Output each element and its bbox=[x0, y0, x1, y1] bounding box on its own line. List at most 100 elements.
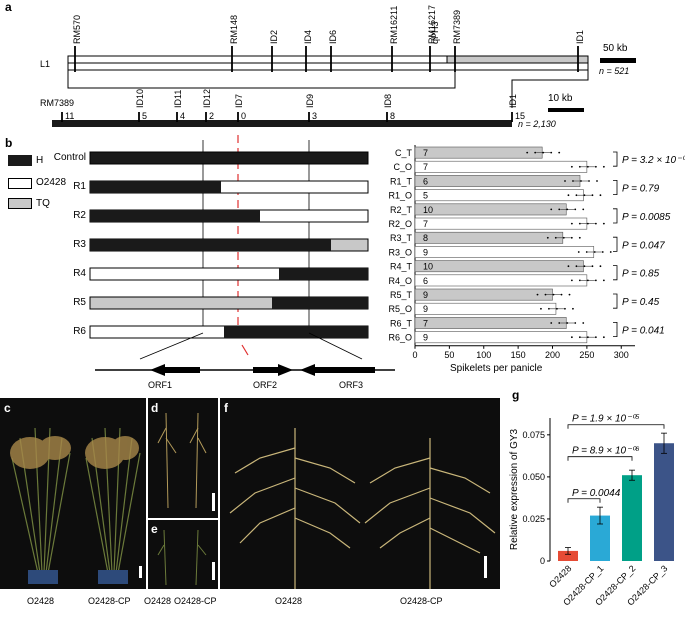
p-value-label: P = 1.9 × 10⁻⁰⁵ bbox=[572, 414, 640, 425]
data-point bbox=[568, 293, 571, 296]
category-label: R5_T bbox=[390, 290, 413, 300]
data-point bbox=[599, 265, 602, 268]
map1-marker-label: ID4 bbox=[303, 29, 313, 44]
n-label: 9 bbox=[423, 304, 428, 314]
data-point bbox=[558, 208, 561, 211]
orf2-arrow bbox=[253, 364, 293, 376]
zoom-connector-left bbox=[67, 70, 456, 89]
data-point bbox=[566, 322, 569, 324]
legend-swatch-tq bbox=[8, 198, 32, 209]
map2-marker-label: ID12 bbox=[202, 88, 212, 108]
data-point bbox=[570, 279, 573, 282]
x-tick-label: 100 bbox=[476, 350, 491, 360]
map2-recombinant-count: 4 bbox=[180, 111, 186, 121]
data-point bbox=[562, 236, 565, 239]
data-point bbox=[550, 151, 553, 154]
category-label: R2_T bbox=[390, 205, 413, 215]
x-tick-label: 150 bbox=[511, 350, 526, 360]
data-point bbox=[567, 194, 570, 197]
photo-f-panicles bbox=[220, 398, 500, 589]
orf3-arrow bbox=[300, 364, 375, 376]
data-point bbox=[586, 279, 589, 282]
data-point bbox=[575, 265, 578, 268]
recombinant-row-label: Control bbox=[53, 152, 86, 163]
legend-label-h: H bbox=[36, 155, 44, 166]
expression-bar bbox=[558, 550, 578, 561]
data-point bbox=[534, 151, 537, 154]
data-point bbox=[575, 194, 578, 197]
p-value-label: P = 3.2 × 10⁻⁰⁵ bbox=[622, 155, 685, 166]
category-label: R4_O bbox=[388, 276, 412, 286]
recombinant-row-label: R4 bbox=[73, 268, 86, 279]
category-label: C_T bbox=[395, 148, 413, 158]
map2-recombinant-count: 11 bbox=[65, 111, 75, 121]
data-point bbox=[548, 307, 550, 310]
recombinant-row-label: R3 bbox=[73, 239, 86, 250]
orf1-arrow bbox=[150, 364, 200, 376]
data-point bbox=[542, 151, 545, 154]
data-point bbox=[570, 222, 573, 225]
data-point bbox=[560, 293, 563, 296]
tq-segment bbox=[446, 55, 589, 64]
scale-label-10kb: 10 kb bbox=[548, 93, 573, 104]
map2-recombinant-count: 3 bbox=[312, 111, 318, 121]
data-point bbox=[566, 208, 569, 211]
data-point bbox=[544, 293, 547, 296]
spikelet-bar bbox=[414, 288, 553, 301]
n-label: 7 bbox=[423, 148, 428, 158]
map2-marker-label: ID8 bbox=[383, 93, 393, 108]
data-point bbox=[601, 251, 604, 253]
bar-control bbox=[89, 151, 369, 165]
gene-label-orf3: ORF3 bbox=[339, 380, 364, 390]
recombinant-row-label: R6 bbox=[73, 326, 86, 337]
n-label: 6 bbox=[423, 176, 428, 186]
p-value-label: P = 0.047 bbox=[622, 240, 665, 251]
data-point bbox=[570, 236, 573, 239]
n-label: 7 bbox=[423, 162, 428, 172]
legend-swatch-h bbox=[8, 155, 32, 166]
map2-recombinant-count: 2 bbox=[209, 111, 215, 121]
map1-marker-label: ID2 bbox=[269, 29, 279, 44]
data-point bbox=[594, 165, 597, 168]
panel-label-a: a bbox=[5, 0, 12, 14]
data-point bbox=[577, 251, 580, 253]
y-tick-label: 0.075 bbox=[522, 430, 545, 440]
category-label: R1_T bbox=[390, 176, 413, 186]
n-label: 9 bbox=[423, 333, 428, 343]
data-point bbox=[594, 279, 597, 282]
map1-marker-label: ID6 bbox=[328, 29, 338, 44]
caption-f-right: O2428-CP bbox=[400, 596, 443, 606]
spikelet-bar bbox=[414, 217, 588, 230]
data-point bbox=[570, 165, 573, 168]
spikelet-bar bbox=[414, 231, 564, 244]
map1-marker-label: RM148 bbox=[229, 14, 239, 44]
data-point bbox=[574, 208, 577, 211]
map2-marker-label: ID9 bbox=[305, 93, 315, 108]
spikelet-bar bbox=[414, 175, 581, 187]
gene-label-orf2: ORF2 bbox=[253, 380, 278, 390]
category-label: R3_O bbox=[388, 247, 412, 257]
map2-marker-label: RM7389 bbox=[40, 98, 75, 108]
data-point bbox=[552, 293, 555, 296]
data-point bbox=[572, 307, 574, 310]
y-tick-label: 0.025 bbox=[522, 514, 545, 524]
recombinant-row-label: R2 bbox=[73, 210, 86, 221]
data-point bbox=[580, 180, 582, 182]
spikelet-bar bbox=[414, 146, 543, 159]
data-point bbox=[570, 336, 573, 339]
caption-de-left: O2428 bbox=[144, 596, 172, 606]
data-point bbox=[550, 208, 553, 211]
panel-label-b: b bbox=[5, 136, 13, 150]
x-tick-label: 300 bbox=[614, 350, 629, 360]
map2-marker-label: ID1 bbox=[508, 93, 518, 108]
photo-d-panicles bbox=[148, 398, 218, 518]
panel-label-g: g bbox=[512, 388, 520, 402]
map2-marker-label: ID11 bbox=[173, 89, 183, 108]
photo-c-plants bbox=[0, 398, 146, 589]
category-label: R2_O bbox=[388, 219, 412, 229]
map2-recombinant-count: 5 bbox=[142, 111, 148, 121]
data-point bbox=[564, 307, 566, 310]
data-point bbox=[558, 151, 561, 154]
data-point bbox=[599, 194, 602, 197]
